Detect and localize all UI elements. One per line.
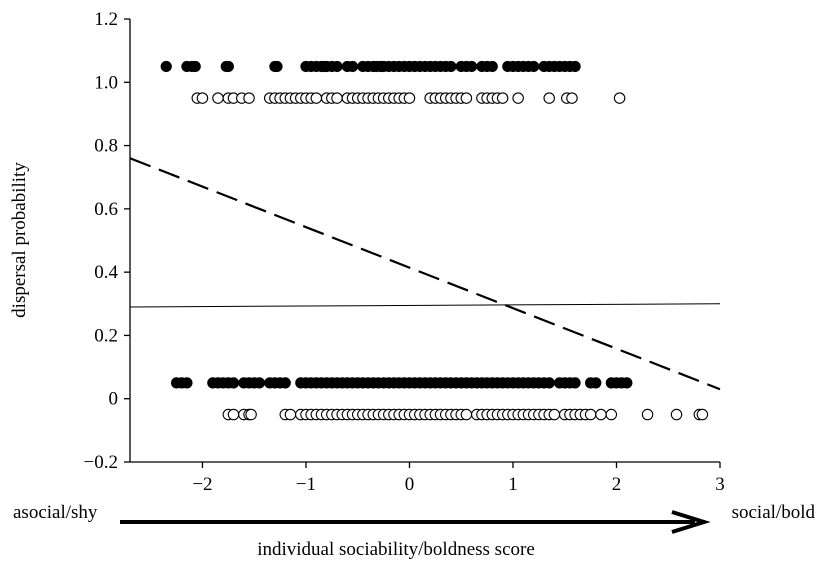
open-point	[566, 92, 578, 104]
x-tick-label: −2	[192, 474, 212, 495]
open-point	[543, 92, 555, 104]
open-point	[512, 92, 524, 104]
dashed-fit-line	[129, 157, 721, 391]
open-point	[460, 92, 473, 104]
open-point	[584, 408, 597, 421]
x-axis-label: individual sociability/boldness score	[257, 539, 535, 560]
filled-point	[253, 377, 265, 389]
y-tick-label: −0.2	[84, 452, 118, 473]
filled-point	[279, 377, 291, 389]
filled-point	[181, 377, 193, 389]
open-point	[496, 92, 509, 104]
y-tick-label: 1.2	[94, 9, 118, 30]
solid-fit-line	[129, 303, 721, 308]
x-tick-label: 1	[508, 474, 518, 495]
filled-point	[543, 377, 555, 389]
open-point	[605, 408, 618, 421]
y-tick-label: 0.2	[94, 325, 118, 346]
y-tick-label: 0.8	[94, 136, 118, 157]
filled-point	[331, 60, 343, 73]
x-tick-label: −1	[296, 474, 316, 495]
filled-point	[569, 377, 581, 389]
filled-point	[189, 60, 201, 73]
open-point	[245, 408, 257, 421]
open-point	[212, 92, 224, 104]
open-point	[403, 92, 416, 104]
filled-point	[271, 60, 283, 73]
fit-lines	[129, 157, 721, 391]
y-tick-label: 0.4	[94, 262, 118, 283]
open-point	[227, 408, 240, 421]
x-tick-label: 2	[612, 474, 622, 495]
y-axis-label: dispersal probability	[9, 162, 30, 318]
open-point	[310, 92, 323, 104]
filled-point	[160, 60, 172, 73]
open-point	[595, 408, 607, 421]
filled-point	[486, 60, 498, 73]
x-tick-label: 3	[715, 474, 725, 495]
open-point	[696, 408, 709, 421]
direction-arrow	[120, 510, 711, 534]
filled-point	[465, 60, 478, 73]
filled-point	[590, 377, 602, 389]
open-point	[331, 92, 343, 104]
y-tick-label: 0.6	[94, 199, 118, 220]
axes: −0.2 0 0.2 0.4 0.6 0.8 1.0 1.2 −2 −1 0 1 2 3	[84, 9, 725, 495]
open-point	[613, 92, 626, 104]
axis-annotation-left: asocial/shy	[13, 502, 98, 523]
axis-annotation-right: social/bold	[732, 502, 816, 523]
filled-point	[528, 60, 540, 73]
filled-point	[222, 60, 234, 73]
open-point	[548, 408, 561, 421]
open-point	[641, 408, 654, 421]
x-tick-label: 0	[405, 474, 415, 495]
open-point	[243, 92, 255, 104]
y-tick-label: 0	[109, 389, 119, 410]
y-tick-label: 1.0	[94, 72, 118, 93]
open-point	[284, 408, 297, 421]
filled-point	[227, 377, 240, 389]
open-point	[196, 92, 209, 104]
data-points	[160, 60, 709, 421]
filled-point	[445, 60, 457, 73]
open-point	[460, 408, 473, 421]
filled-point	[621, 377, 633, 389]
filled-point	[346, 60, 359, 73]
filled-point	[569, 60, 581, 73]
open-point	[670, 408, 683, 421]
